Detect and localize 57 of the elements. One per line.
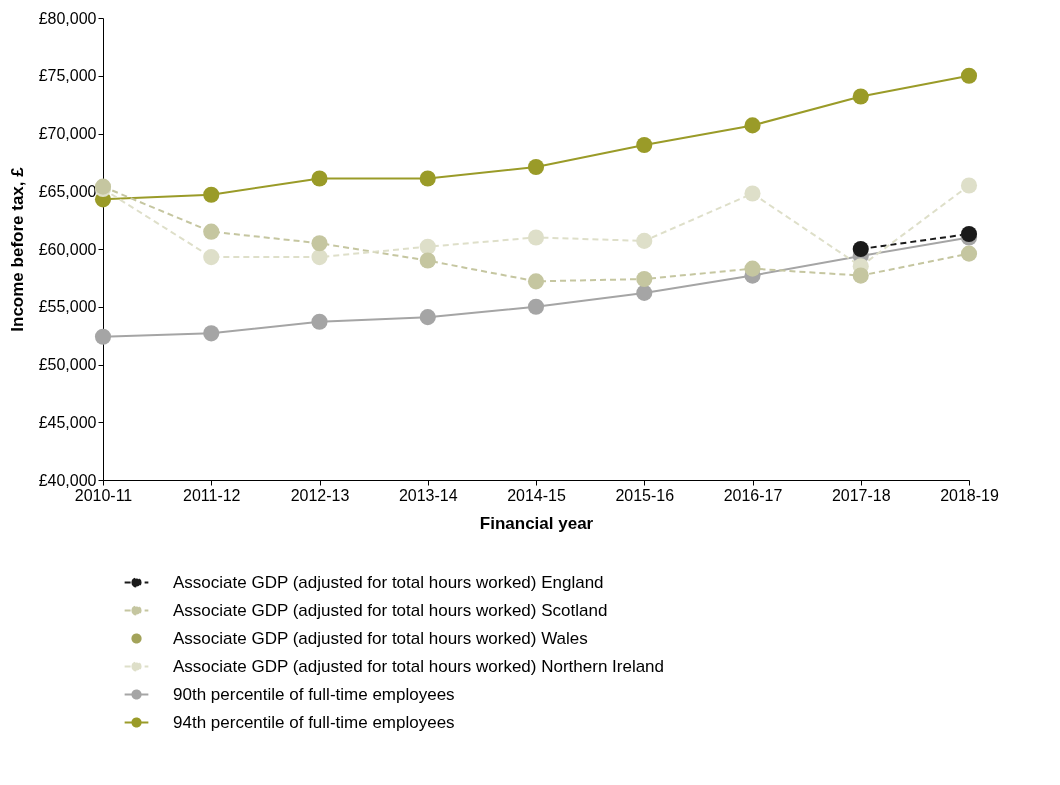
x-tick-label: 2012-13: [290, 486, 350, 504]
y-tick-label: £40,000: [38, 471, 97, 489]
point: [311, 235, 328, 252]
y-tick-label: £50,000: [38, 356, 97, 373]
point: [960, 245, 978, 262]
point: [636, 284, 653, 301]
point: [203, 249, 220, 266]
x-tick-label: 2014-15: [507, 486, 566, 504]
point: [527, 273, 545, 290]
point: [419, 252, 436, 269]
point: [311, 170, 328, 187]
y-tick-label: £75,000: [38, 67, 97, 85]
point: [744, 117, 761, 134]
point: [852, 267, 869, 284]
x-tick-label: 2010-11: [74, 486, 133, 504]
point: [419, 309, 436, 326]
legend-label: 90th percentile of full-time employees: [173, 684, 455, 704]
y-tick-label: £70,000: [38, 125, 97, 142]
point: [852, 240, 869, 258]
point: [311, 249, 328, 266]
point: [960, 177, 978, 194]
point: [527, 229, 545, 246]
point: [960, 67, 978, 84]
y-tick-label: £65,000: [38, 182, 97, 200]
x-tick-label: 2011-12: [182, 486, 241, 504]
point: [744, 185, 761, 202]
point: [527, 158, 545, 176]
point: [744, 260, 761, 277]
point: [419, 238, 436, 255]
legend-label: Associate GDP (adjusted for total hours worked) Wales: [173, 628, 588, 648]
point: [94, 328, 112, 345]
point: [636, 137, 653, 154]
y-tick-label: £55,000: [38, 298, 97, 316]
y-tick-label: £45,000: [38, 413, 97, 431]
point: [311, 313, 328, 330]
x-tick-label: 2013-14: [398, 486, 458, 504]
point: [203, 186, 220, 203]
point: [636, 270, 653, 288]
y-tick-label: £80,000: [38, 9, 97, 27]
point: [419, 170, 436, 187]
point: [852, 88, 869, 105]
point: [960, 225, 978, 243]
x-axis-title: Financial year: [479, 513, 594, 533]
y-axis-title: Income before tax, £: [7, 166, 27, 332]
x-tick-label: 2015-16: [615, 486, 675, 504]
legend-label: Associate GDP (adjusted for total hours worked) Scotland: [173, 600, 608, 620]
legend-label: Associate GDP (adjusted for total hours worked) England: [173, 572, 604, 592]
legend-label: 94th percentile of full-time employees: [173, 712, 455, 732]
point: [203, 223, 220, 240]
x-tick-label: 2017-18: [831, 486, 891, 504]
point: [636, 232, 653, 249]
legend-label: Associate GDP (adjusted for total hours worked) Northern Ireland: [173, 656, 665, 676]
x-tick-label: 2018-19: [940, 486, 999, 504]
y-tick-label: £60,000: [38, 240, 97, 258]
point: [203, 325, 220, 342]
point: [527, 298, 545, 315]
x-tick-label: 2016-17: [723, 486, 783, 504]
